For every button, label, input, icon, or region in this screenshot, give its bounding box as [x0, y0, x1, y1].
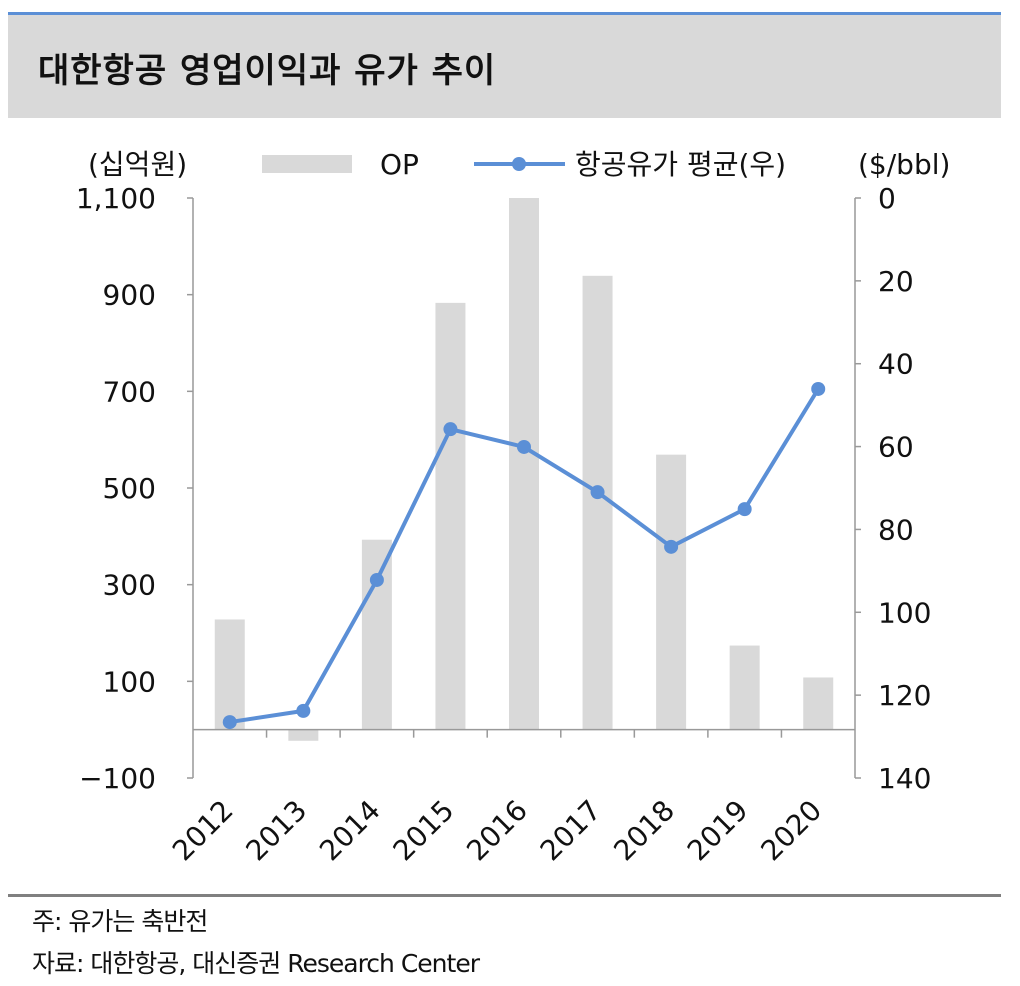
- chart: 1,100 900 700 500 300 100 −100 0 20 40 60 80 100 120 1…: [76, 148, 951, 868]
- chart-source: 자료: 대한항공, 대신증권 Research Center: [32, 949, 480, 978]
- left-axis-label: (십억원): [88, 148, 187, 181]
- right-tick-label: 40: [878, 348, 914, 381]
- right-tick-label: 20: [878, 265, 914, 298]
- x-tick-label: 2020: [754, 794, 828, 868]
- bar-2019: [729, 645, 760, 730]
- title-bar: 대한항공 영업이익과 유가 추이: [8, 12, 1001, 118]
- bar-2018: [656, 454, 687, 730]
- x-tick-label: 2018: [607, 794, 681, 868]
- bar-2020: [803, 677, 834, 730]
- legend-op-swatch: [262, 155, 352, 173]
- oil-price-point-2015: [443, 422, 458, 437]
- right-tick-label: 80: [878, 513, 914, 546]
- legend-op-label: OP: [380, 148, 419, 181]
- right-tick-label: 100: [878, 596, 931, 629]
- chart-note: 주: 유가는 축반전: [32, 907, 208, 936]
- oil-price-point-2014: [369, 572, 384, 587]
- oil-price-point-2020: [811, 381, 826, 396]
- left-tick-label: 500: [103, 472, 156, 505]
- x-tick-label: 2017: [534, 794, 608, 868]
- bar-2012: [214, 619, 245, 730]
- chart-title: 대한항공 영업이익과 유가 추이: [38, 51, 497, 91]
- separator: [8, 894, 1001, 897]
- bar-2017: [582, 275, 613, 730]
- x-tick-label: 2013: [240, 794, 314, 868]
- legend-line-label: 항공유가 평균(우): [575, 148, 786, 181]
- left-tick-label: 100: [103, 665, 156, 698]
- right-tick-label: 0: [878, 182, 896, 215]
- x-tick-label: 2012: [166, 794, 240, 868]
- oil-price-point-2019: [737, 502, 752, 517]
- bar-2016: [509, 198, 539, 730]
- bar-2013: [288, 729, 319, 741]
- x-tick-label: 2016: [460, 794, 534, 868]
- left-tick-label: 700: [103, 375, 156, 408]
- x-tick-label: 2015: [387, 794, 461, 868]
- legend-line-marker: [512, 157, 526, 171]
- bar-2014: [361, 539, 392, 730]
- oil-price-point-2013: [296, 703, 311, 718]
- x-tick-label: 2019: [681, 794, 755, 868]
- right-tick-label: 60: [878, 431, 914, 464]
- oil-price-point-2018: [664, 539, 679, 554]
- left-tick-label: 900: [103, 279, 156, 312]
- oil-price-point-2012: [222, 715, 237, 730]
- left-tick-label: 1,100: [76, 182, 156, 215]
- oil-price-point-2017: [590, 485, 605, 500]
- right-tick-label: 140: [878, 762, 931, 795]
- right-tick-label: 120: [878, 679, 931, 712]
- right-axis-label: ($/bbl): [858, 148, 950, 181]
- bar-2015: [435, 302, 466, 730]
- left-tick-label: −100: [79, 762, 156, 795]
- oil-price-point-2016: [517, 439, 531, 454]
- x-tick-label: 2014: [313, 794, 387, 868]
- left-tick-label: 300: [103, 569, 156, 602]
